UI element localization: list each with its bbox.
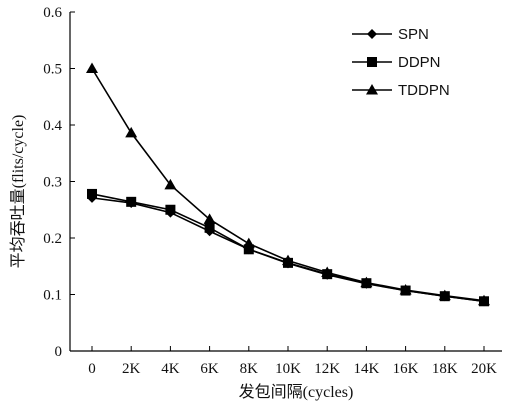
x-axis-title: 发包间隔(cycles): [239, 383, 354, 401]
x-tick-label: 18K: [432, 361, 458, 377]
y-tick-label: 0: [55, 344, 63, 360]
legend-entry-spn: SPN: [352, 26, 429, 43]
y-tick-label: 0.3: [43, 175, 62, 191]
y-tick-label: 0.1: [43, 288, 62, 304]
tick-marks: 0 0.1 0.2 0.3 0.4 0.5 0.6 0 2K 4K 6K 8K 10K 12K 14K 16K…: [43, 5, 497, 377]
x-tick-label: 4K: [161, 361, 180, 377]
y-tick-label: 0.5: [43, 62, 62, 78]
data-point-tddpn: [203, 213, 216, 224]
y-tick-label: 0.4: [43, 118, 62, 134]
x-tick-label: 2K: [122, 361, 141, 377]
x-tick-label: 20K: [471, 361, 497, 377]
data-point-ddpn: [87, 188, 97, 199]
x-tick-label: 8K: [240, 361, 259, 377]
y-axis-title: 平均吞吐量(flits/cycle): [9, 115, 27, 269]
y-tick-label: 0.6: [43, 5, 62, 21]
data-point-tddpn: [360, 276, 373, 288]
data-point-tddpn: [86, 62, 98, 73]
data-point-ddpn: [126, 196, 137, 207]
legend-marker-square: [367, 57, 377, 67]
x-tick-label: 10K: [275, 361, 301, 377]
series-layer: [86, 62, 490, 307]
data-point-tddpn: [164, 178, 177, 190]
series-line-spn: [91, 197, 485, 303]
legend-label: SPN: [398, 26, 429, 43]
data-point-ddpn: [243, 244, 254, 255]
x-tick-label: 14K: [353, 361, 379, 377]
x-tick-label: 6K: [200, 361, 219, 377]
data-point-ddpn: [165, 204, 176, 215]
data-point-tddpn: [242, 237, 255, 249]
legend-label: DDPN: [398, 54, 441, 71]
legend-label: TDDPN: [398, 82, 450, 99]
x-tick-label: 12K: [314, 361, 340, 377]
data-point-tddpn: [438, 289, 451, 301]
data-point-tddpn: [125, 126, 138, 138]
y-tick-label: 0.2: [43, 231, 62, 247]
legend-marker-triangle: [366, 84, 378, 95]
legend-entry-tddpn: TDDPN: [352, 82, 450, 99]
x-tick-label: 0: [88, 361, 96, 377]
data-point-tddpn: [399, 283, 412, 295]
data-point-tddpn: [478, 294, 490, 306]
data-point-tddpn: [321, 266, 334, 277]
data-point-tddpn: [282, 254, 294, 266]
legend-entry-ddpn: DDPN: [352, 54, 441, 71]
data-point-ddpn: [204, 222, 215, 233]
legend: SPN DDPN TDDPN: [352, 26, 450, 99]
x-tick-label: 16K: [393, 361, 419, 377]
series-tddpn: [86, 62, 490, 306]
series-line-ddpn: [91, 193, 485, 303]
legend-marker-diamond: [367, 29, 377, 39]
series-spn: [87, 192, 489, 307]
